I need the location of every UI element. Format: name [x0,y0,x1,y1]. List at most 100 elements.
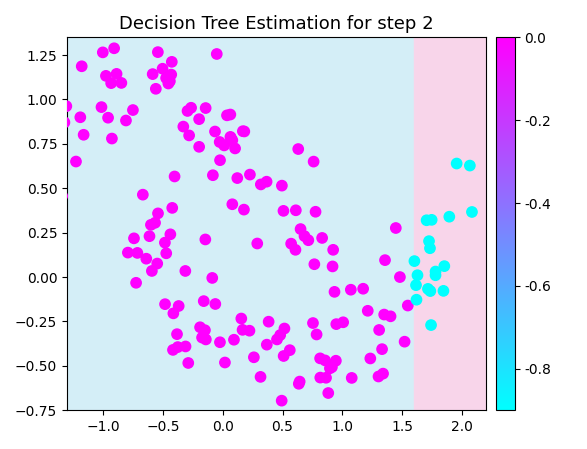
Point [210,128,220,135]
Point [377,346,387,353]
Point [0,288,2,295]
Point [146,221,156,229]
Point [366,355,375,362]
Point [161,75,171,82]
Point [14,267,23,274]
Point [181,343,190,350]
Point [249,354,258,361]
Point [160,239,170,246]
Point [181,267,190,274]
Point [310,260,319,268]
Point [59,119,69,126]
Point [412,296,421,304]
Point [141,255,151,262]
Point [277,397,286,404]
Point [168,346,178,353]
Point [256,181,265,188]
Point [19,277,29,284]
Title: Decision Tree Estimation for step 2: Decision Tree Estimation for step 2 [119,15,434,33]
Point [272,336,282,343]
Point [150,219,160,226]
Bar [67,37,414,410]
Point [230,145,239,152]
Point [280,325,289,332]
Point [138,191,147,198]
Point [315,355,325,362]
Point [212,50,221,57]
Point [153,48,163,56]
Point [195,324,205,331]
Point [211,300,220,308]
Point [264,318,274,325]
Point [222,112,232,119]
Point [426,321,436,329]
Point [410,258,419,265]
Point [215,339,225,346]
Point [133,249,142,256]
Point [291,246,300,253]
Point [44,184,53,191]
Point [173,343,183,351]
Point [330,288,339,295]
Point [329,246,338,253]
Point [279,207,288,215]
Point [363,307,373,314]
Point [56,105,66,112]
Point [129,235,139,242]
Point [321,374,330,381]
Point [215,138,224,145]
Point [230,336,239,343]
Point [228,136,237,144]
Point [145,233,154,240]
Point [117,79,126,87]
Point [107,135,117,142]
Point [103,114,113,121]
Point [148,70,157,78]
Point [71,158,80,165]
Point [295,378,305,385]
Point [0,231,3,238]
Point [300,233,309,240]
Point [208,172,218,179]
Point [58,193,67,200]
Point [77,63,86,70]
Point [187,104,196,111]
Point [423,285,433,292]
Point [153,210,163,217]
Point [220,359,230,366]
Point [109,45,119,52]
Point [465,162,474,169]
Point [6,180,15,187]
Point [438,287,448,295]
Point [422,217,431,224]
Point [151,85,160,92]
Point [128,106,137,114]
Point [34,177,43,184]
Point [112,70,122,78]
Point [327,364,336,371]
Point [311,208,321,216]
Point [444,213,454,220]
Point [237,315,246,322]
Point [285,347,295,354]
Point [160,300,170,308]
Point [308,319,318,326]
Point [170,173,179,180]
Point [391,224,400,232]
Point [374,373,383,380]
Point [184,132,194,139]
Point [153,260,162,267]
Point [123,249,133,256]
Point [19,246,29,253]
Point [208,274,217,282]
Point [379,370,388,377]
Point [245,171,255,178]
Point [29,113,38,120]
Point [238,128,248,135]
Point [122,117,131,124]
Point [291,207,301,214]
Point [256,373,265,380]
Point [424,238,434,245]
Point [41,106,50,113]
Point [323,389,333,396]
